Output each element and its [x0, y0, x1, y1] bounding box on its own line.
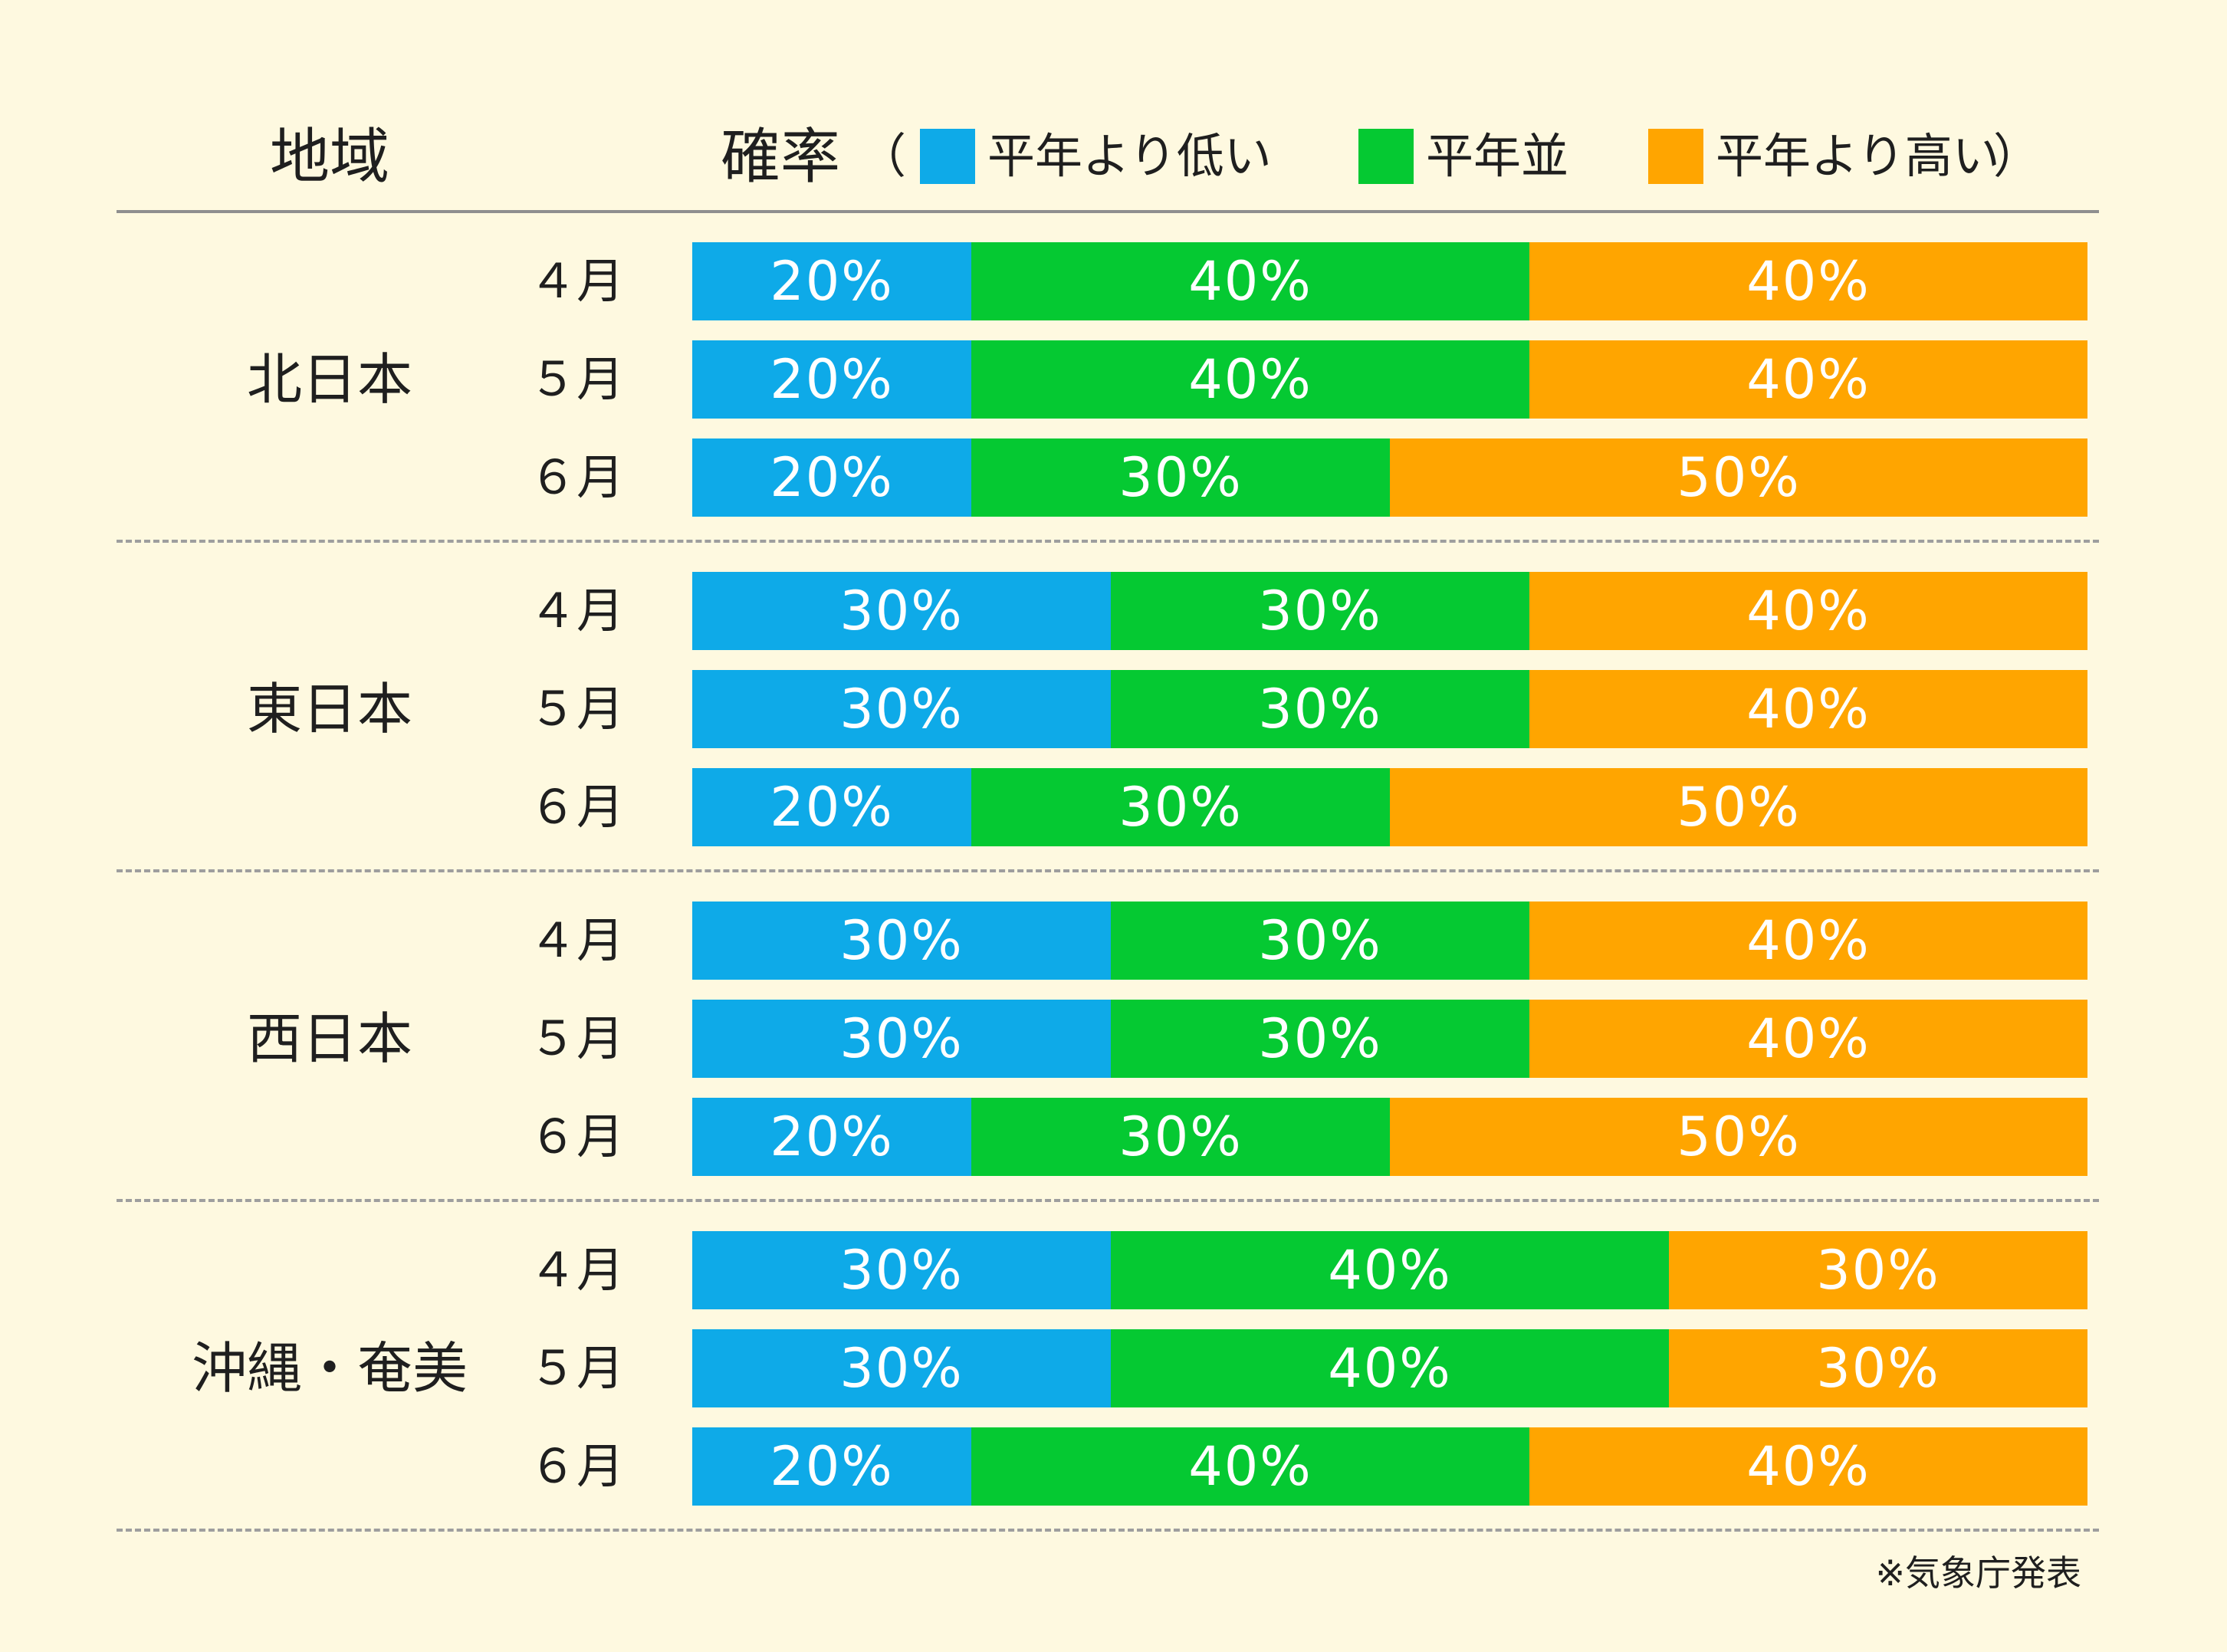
month-label: ６月 — [529, 1108, 625, 1164]
legend-label-high: 平年より高い — [1716, 128, 2000, 184]
bar-segment: 20% — [692, 1098, 971, 1176]
bar-segment: 30% — [971, 1098, 1390, 1176]
group-separator — [117, 869, 2099, 872]
bar-segment: 40% — [1529, 340, 2087, 419]
group-separator — [117, 540, 2099, 543]
region-label: 西日本 — [246, 1007, 412, 1071]
region-label: 北日本 — [246, 347, 412, 412]
legend-swatch-low — [920, 129, 975, 184]
legend-close-paren: ） — [1993, 128, 2041, 184]
bar-segment: 40% — [1529, 670, 2087, 748]
bar-row: 20% 30% 50% — [692, 768, 2087, 846]
month-label: ６月 — [529, 449, 625, 505]
bar-row: 30% 30% 40% — [692, 572, 2087, 650]
bar-segment: 40% — [1111, 1231, 1669, 1309]
header-rule — [117, 210, 2099, 213]
source-footnote: ※気象庁発表 — [1875, 1552, 2081, 1594]
bar-segment: 20% — [692, 438, 971, 517]
region-label: 東日本 — [246, 677, 412, 741]
bar-segment: 30% — [692, 1329, 1111, 1407]
legend-label-low: 平年より低い — [987, 128, 1272, 184]
bar-segment: 50% — [1390, 1098, 2087, 1176]
bar-segment: 20% — [692, 242, 971, 320]
bar-row: 30% 30% 40% — [692, 670, 2087, 748]
bar-row: 30% 40% 30% — [692, 1231, 2087, 1309]
bar-segment: 30% — [692, 1231, 1111, 1309]
bar-row: 30% 30% 40% — [692, 1000, 2087, 1078]
header-region: 地域 — [269, 123, 389, 192]
bar-segment: 30% — [1669, 1231, 2087, 1309]
bar-segment: 30% — [1111, 902, 1529, 980]
month-label: ４月 — [529, 912, 625, 968]
legend-item-high: 平年より高い — [1648, 129, 2000, 184]
bar-segment: 40% — [1529, 572, 2087, 650]
month-label: ４月 — [529, 583, 625, 639]
bar-segment: 30% — [1669, 1329, 2087, 1407]
month-label: ４月 — [529, 1242, 625, 1298]
bar-segment: 40% — [971, 1427, 1529, 1506]
month-label: ５月 — [529, 351, 625, 407]
legend-swatch-normal — [1358, 129, 1414, 184]
month-label: ５月 — [529, 1340, 625, 1396]
bar-segment: 30% — [1111, 670, 1529, 748]
group-separator — [117, 1529, 2099, 1532]
group-separator — [117, 1199, 2099, 1202]
bar-segment: 40% — [1529, 1000, 2087, 1078]
bar-segment: 50% — [1390, 768, 2087, 846]
bar-row: 30% 30% 40% — [692, 902, 2087, 980]
bar-segment: 30% — [1111, 572, 1529, 650]
bar-segment: 30% — [692, 572, 1111, 650]
bar-row: 20% 40% 40% — [692, 340, 2087, 419]
month-label: ６月 — [529, 1438, 625, 1494]
header-probability: 確率 — [721, 123, 841, 192]
bar-segment: 30% — [692, 670, 1111, 748]
legend-label-normal: 平年並 — [1426, 128, 1569, 184]
bar-segment: 30% — [1111, 1000, 1529, 1078]
month-label: ６月 — [529, 779, 625, 835]
bar-row: 20% 30% 50% — [692, 1098, 2087, 1176]
bar-segment: 30% — [971, 438, 1390, 517]
bar-segment: 20% — [692, 768, 971, 846]
month-label: ４月 — [529, 253, 625, 309]
month-label: ５月 — [529, 681, 625, 737]
month-label: ５月 — [529, 1010, 625, 1066]
bar-segment: 20% — [692, 340, 971, 419]
bar-segment: 40% — [1529, 242, 2087, 320]
bar-segment: 20% — [692, 1427, 971, 1506]
bar-segment: 50% — [1390, 438, 2087, 517]
legend-swatch-high — [1648, 129, 1703, 184]
bar-row: 20% 40% 40% — [692, 242, 2087, 320]
legend-item-low: 平年より低い — [920, 129, 1272, 184]
bar-segment: 40% — [971, 242, 1529, 320]
bar-segment: 40% — [971, 340, 1529, 419]
bar-segment: 30% — [692, 902, 1111, 980]
bar-row: 20% 30% 50% — [692, 438, 2087, 517]
bar-row: 20% 40% 40% — [692, 1427, 2087, 1506]
bar-segment: 40% — [1529, 1427, 2087, 1506]
legend-open-paren: （ — [859, 128, 907, 184]
bar-segment: 30% — [971, 768, 1390, 846]
bar-segment: 40% — [1111, 1329, 1669, 1407]
bar-segment: 40% — [1529, 902, 2087, 980]
region-label: 沖縄・奄美 — [191, 1336, 468, 1401]
bar-row: 30% 40% 30% — [692, 1329, 2087, 1407]
bar-segment: 30% — [692, 1000, 1111, 1078]
legend-item-normal: 平年並 — [1358, 129, 1568, 184]
